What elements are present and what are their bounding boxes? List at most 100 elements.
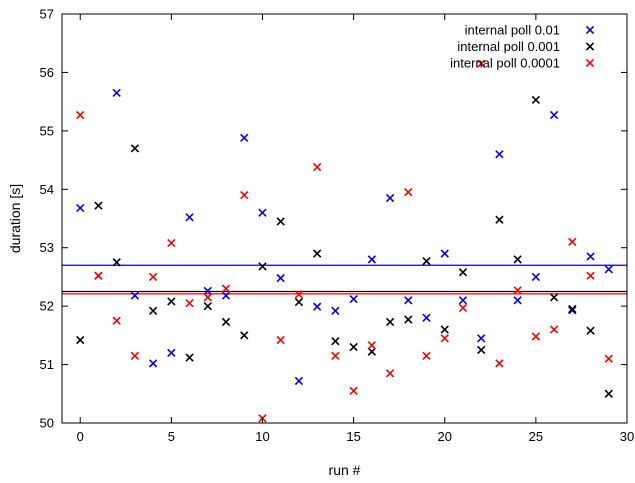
y-tick-label: 54 bbox=[40, 182, 54, 197]
x-tick-label: 10 bbox=[255, 429, 269, 444]
data-point bbox=[76, 203, 85, 213]
data-point bbox=[440, 325, 449, 334]
y-tick-label: 50 bbox=[40, 416, 54, 431]
y-tick-label: 57 bbox=[40, 7, 54, 22]
data-point bbox=[240, 190, 249, 200]
data-point bbox=[148, 306, 158, 315]
data-point bbox=[94, 201, 103, 210]
x-tick-label: 0 bbox=[77, 429, 84, 444]
data-point bbox=[477, 334, 486, 343]
data-point bbox=[531, 272, 541, 282]
data-point bbox=[422, 313, 431, 322]
data-point bbox=[513, 255, 522, 264]
data-point bbox=[513, 296, 522, 305]
data-point bbox=[167, 297, 176, 306]
data-point bbox=[167, 348, 176, 358]
data-point bbox=[221, 291, 231, 300]
data-point bbox=[404, 315, 413, 324]
plot-frame bbox=[61, 13, 628, 424]
data-point bbox=[604, 265, 613, 274]
data-point bbox=[203, 293, 212, 302]
data-point bbox=[130, 351, 140, 360]
data-point bbox=[458, 268, 468, 277]
data-point bbox=[148, 359, 158, 368]
data-points bbox=[76, 59, 613, 423]
legend-marker bbox=[585, 42, 595, 51]
y-axis-label: duration [s] bbox=[7, 184, 23, 253]
data-point bbox=[148, 272, 158, 282]
data-point bbox=[586, 271, 595, 280]
data-point bbox=[294, 297, 304, 307]
data-point bbox=[76, 335, 85, 345]
data-point bbox=[221, 284, 231, 293]
data-point bbox=[458, 296, 468, 305]
data-point bbox=[276, 335, 285, 345]
data-point bbox=[549, 110, 559, 120]
data-point bbox=[240, 331, 249, 340]
data-point bbox=[76, 110, 85, 120]
data-point bbox=[531, 95, 541, 105]
data-point bbox=[495, 150, 504, 159]
data-point bbox=[349, 294, 358, 304]
data-point bbox=[531, 332, 541, 341]
data-point bbox=[404, 188, 413, 197]
data-point bbox=[477, 59, 486, 68]
y-tick-label: 52 bbox=[40, 299, 54, 314]
data-point bbox=[586, 252, 595, 261]
data-point bbox=[294, 290, 304, 299]
data-point bbox=[276, 217, 285, 226]
x-tick-label: 15 bbox=[346, 429, 360, 444]
data-point bbox=[404, 296, 413, 305]
data-point bbox=[112, 316, 121, 325]
data-point bbox=[203, 286, 212, 296]
x-tick-label: 5 bbox=[168, 429, 175, 444]
data-point bbox=[349, 386, 358, 396]
legend-label: internal poll 0.0001 bbox=[450, 56, 560, 71]
data-point bbox=[385, 317, 395, 327]
x-tick-label: 25 bbox=[529, 429, 543, 444]
legend-label: internal poll 0.01 bbox=[465, 23, 560, 38]
data-point bbox=[440, 334, 449, 343]
data-point bbox=[568, 304, 577, 314]
data-point bbox=[367, 341, 377, 350]
data-point bbox=[385, 369, 395, 378]
data-point bbox=[221, 317, 231, 327]
y-tick-label: 55 bbox=[40, 123, 54, 138]
data-point bbox=[167, 238, 176, 248]
data-point bbox=[385, 193, 395, 203]
data-point bbox=[495, 215, 504, 224]
data-point bbox=[495, 359, 504, 368]
data-point bbox=[112, 258, 121, 267]
y-tick-label: 51 bbox=[40, 357, 54, 372]
data-point bbox=[94, 271, 103, 280]
data-point bbox=[258, 208, 267, 217]
data-point bbox=[513, 286, 522, 295]
data-point bbox=[130, 144, 140, 153]
data-point bbox=[130, 291, 140, 300]
data-point bbox=[568, 237, 577, 247]
data-point bbox=[549, 293, 559, 302]
data-point bbox=[440, 249, 449, 258]
tick-labels: 0 5 10 15 20 25 30 50 51 52 53 54 55 56 57 bbox=[40, 7, 635, 445]
x-axis-label: run # bbox=[329, 462, 361, 478]
data-point bbox=[312, 249, 322, 258]
data-point bbox=[422, 351, 431, 360]
data-point bbox=[604, 389, 613, 398]
x-tick-label: 30 bbox=[620, 429, 634, 444]
data-point bbox=[203, 301, 212, 311]
mean-lines bbox=[62, 264, 627, 295]
x-tick-label: 20 bbox=[438, 429, 452, 444]
data-point bbox=[349, 342, 358, 352]
data-point bbox=[312, 162, 322, 172]
data-point bbox=[294, 376, 304, 386]
data-point bbox=[276, 273, 285, 283]
data-point bbox=[331, 337, 340, 346]
data-point bbox=[367, 255, 377, 264]
data-point bbox=[477, 345, 486, 355]
data-point bbox=[549, 325, 559, 334]
data-point bbox=[112, 88, 121, 98]
data-point bbox=[258, 262, 267, 271]
data-point bbox=[331, 306, 340, 315]
legend-marker bbox=[585, 25, 595, 35]
